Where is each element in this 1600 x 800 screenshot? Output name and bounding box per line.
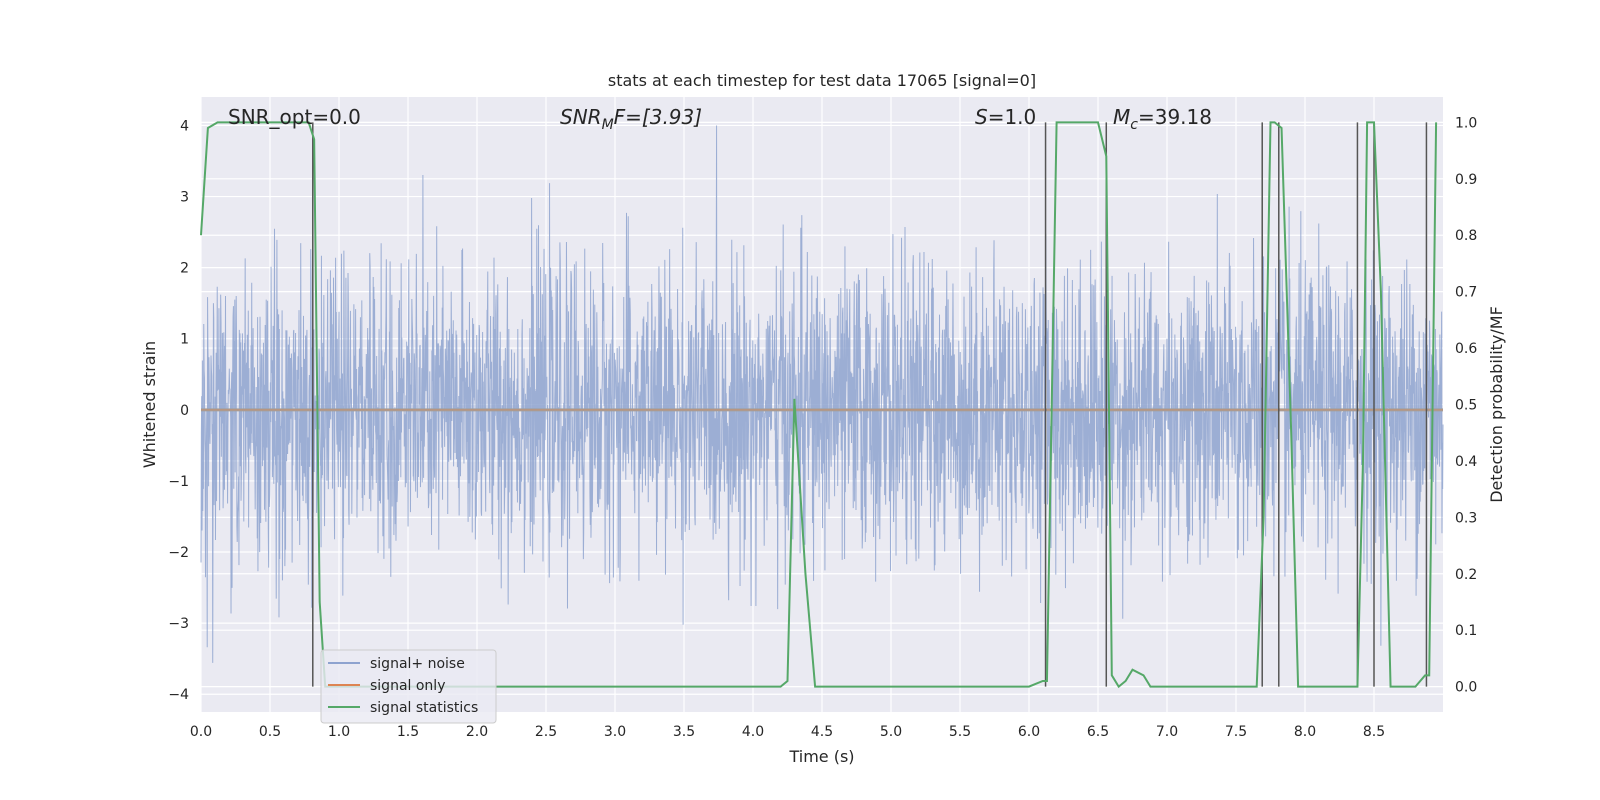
s-value: =1.0 [988,105,1037,129]
y2-tick-label: 0.7 [1455,285,1477,301]
snr-mf-main: SNR [560,105,602,129]
annotation-snr-opt: SNR_opt=0.0 [228,105,361,129]
y2-tick-label: 0.8 [1455,228,1477,244]
y-tick-label: −4 [168,687,189,703]
y-tick-label: 2 [180,261,189,277]
y2-tick-label: 0.5 [1455,398,1477,414]
x-tick-label: 5.0 [880,724,902,740]
x-axis-label: Time (s) [788,747,854,766]
x-tick-label: 8.5 [1363,724,1385,740]
y-tick-label: 1 [180,332,189,348]
y2-tick-label: 0.2 [1455,567,1477,583]
y2-tick-label: 0.1 [1455,623,1477,639]
y2-tick-label: 0.3 [1455,510,1477,526]
annotation-snr-mf: SNRMF=[3.93] [560,105,702,133]
legend-box [320,649,497,724]
x-tick-label: 7.0 [1156,724,1178,740]
y-tick-label: −3 [168,616,189,632]
mc-sub: c [1130,117,1138,133]
y-axis-label: Whitened strain [140,341,159,468]
x-tick-label: 0.5 [259,724,281,740]
y2-tick-label: 0.9 [1455,172,1477,188]
tick-labels: 0.0 0.5 1.0 1.5 2.0 2.5 3.0 3.5 4.0 4.5 5.0 5.5 6.0 6… [168,115,1477,740]
x-tick-label: 6.5 [1087,724,1109,740]
x-tick-label: 2.5 [535,724,557,740]
y2-tick-label: 0.4 [1455,454,1477,470]
y-tick-label: 3 [180,190,189,206]
y-tick-label: 4 [180,118,189,134]
y-tick-label: 0 [180,403,189,419]
y-tick-label: −2 [168,545,189,561]
x-tick-label: 3.0 [604,724,626,740]
y2-axis-label: Detection probability/MF [1487,306,1506,503]
x-tick-label: 2.0 [466,724,488,740]
statistics-line [200,121,1438,689]
noise-line [200,125,1444,663]
annotation-mc: Mc=39.18 [1113,105,1212,133]
x-tick-label: 4.5 [811,724,833,740]
chart-title: stats at each timestep for test data 170… [608,71,1036,90]
s-italic: S [975,105,988,129]
annotation-s: S=1.0 [975,105,1036,129]
x-tick-label: 0.0 [190,724,212,740]
x-tick-label: 3.5 [673,724,695,740]
legend-label-noise: signal+ noise [370,656,465,672]
y-tick-label: −1 [168,474,189,490]
x-tick-label: 5.5 [949,724,971,740]
y2-tick-label: 0.0 [1455,680,1477,696]
legend: signal+ noise signal only signal statist… [320,649,497,724]
mc-italic: M [1113,105,1130,129]
legend-label-stats: signal statistics [370,700,478,716]
snr-mf-rest: F=[3.93] [614,105,702,129]
x-tick-label: 8.0 [1294,724,1316,740]
x-tick-label: 4.0 [742,724,764,740]
x-tick-label: 1.0 [328,724,350,740]
y2-tick-label: 1.0 [1455,115,1477,131]
x-tick-label: 1.5 [397,724,419,740]
x-tick-label: 7.5 [1225,724,1247,740]
legend-label-signal: signal only [370,678,445,694]
snr-mf-sub: M [602,117,614,133]
noise-series [200,125,1444,663]
mc-value: =39.18 [1138,105,1212,129]
statistics-series [200,121,1438,689]
y2-tick-label: 0.6 [1455,341,1477,357]
x-tick-label: 6.0 [1018,724,1040,740]
